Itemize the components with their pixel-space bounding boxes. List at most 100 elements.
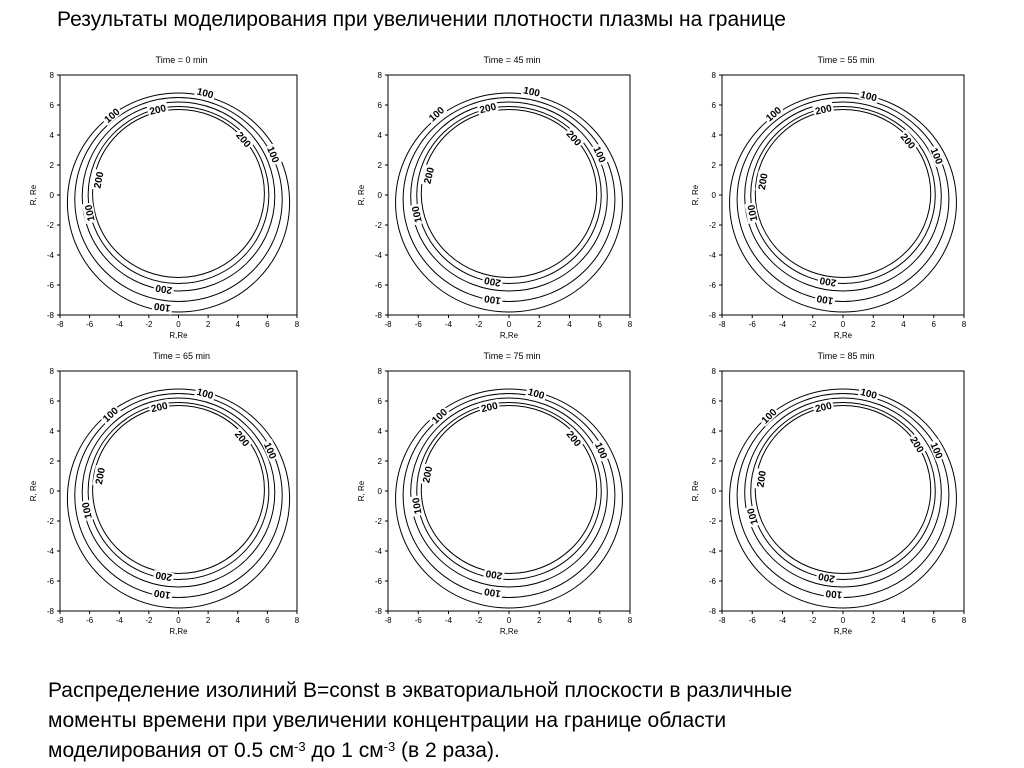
y-tick-label: -6 <box>375 577 383 586</box>
y-tick-label: 0 <box>378 191 383 200</box>
x-tick-label: 4 <box>567 616 572 625</box>
x-tick-label: 2 <box>537 616 542 625</box>
contour-label-bg <box>761 102 785 125</box>
y-tick-label: 8 <box>50 367 55 376</box>
contour-label: 200 <box>484 567 503 581</box>
contour-label: 100 <box>526 387 545 402</box>
y-tick-label: 4 <box>50 131 55 140</box>
y-tick-label: -8 <box>47 607 55 616</box>
contour-label-bg <box>815 571 838 586</box>
contour-line-4 <box>395 388 623 609</box>
y-tick-label: 0 <box>50 191 55 200</box>
contour-line-5 <box>92 109 265 278</box>
contour-label-bg <box>591 142 610 166</box>
x-tick-label: -4 <box>116 616 124 625</box>
contour-plots-grid: Time = 0 min -8 -6 -4 -2 0 2 4 6 8 -8 -6 -4 -2 0 2 4 6 8 R,… <box>29 55 967 636</box>
x-axis-label: R,Re <box>834 627 853 636</box>
contour-label-bg <box>92 465 107 487</box>
y-tick-label: -8 <box>47 311 55 320</box>
x-tick-label: 4 <box>236 320 241 329</box>
contour-line-1 <box>750 106 936 284</box>
y-axis-label: R, Re <box>29 480 38 501</box>
x-tick-label: -6 <box>415 616 423 625</box>
contour-label: 100 <box>83 203 97 222</box>
contour-label: 200 <box>479 102 498 117</box>
contour-label-bg <box>907 432 928 456</box>
contour-line-5 <box>420 405 598 574</box>
x-tick-label: 6 <box>598 320 603 329</box>
y-tick-label: 4 <box>712 427 717 436</box>
y-tick-label: 2 <box>378 457 383 466</box>
plot-frame <box>59 370 298 612</box>
contour-label: 100 <box>411 496 425 515</box>
y-tick-label: 8 <box>712 367 717 376</box>
contour-label: 200 <box>483 274 502 288</box>
contour-label: 200 <box>480 401 499 416</box>
contour-plot-2: Time = 45 min -8 -6 -4 -2 0 2 4 6 8 -8 -6 -4 -2 0 2 4 6 8 R… <box>357 55 633 340</box>
x-tick-label: -2 <box>809 616 817 625</box>
contour-label: 200 <box>154 282 173 296</box>
x-tick-label: 6 <box>598 616 603 625</box>
y-tick-label: -2 <box>375 221 383 230</box>
x-tick-label: 8 <box>962 616 967 625</box>
contour-label-bg <box>476 99 499 116</box>
contour-label-bg <box>592 438 611 462</box>
y-tick-label: -6 <box>375 281 383 290</box>
x-tick-label: 0 <box>507 616 512 625</box>
y-tick-label: 8 <box>712 71 717 80</box>
y-tick-label: 8 <box>378 71 383 80</box>
contour-line-5 <box>92 405 265 574</box>
contour-line-2 <box>744 101 942 292</box>
contour-label-bg <box>420 164 437 187</box>
contour-label-bg <box>78 499 94 522</box>
contour-label: 200 <box>94 467 108 486</box>
contour-label: 100 <box>195 387 214 402</box>
contour-label-bg <box>857 385 880 401</box>
x-tick-label: -4 <box>779 616 787 625</box>
plot-title: Time = 75 min <box>484 351 541 361</box>
contour-label-bg <box>928 144 947 168</box>
contour-line-4 <box>729 92 957 313</box>
plot-title: Time = 0 min <box>156 55 208 65</box>
y-tick-label: 6 <box>50 101 55 110</box>
contour-label: 100 <box>483 585 502 599</box>
x-tick-label: -4 <box>116 320 124 329</box>
contour-line-1 <box>750 402 936 580</box>
slide-caption: Распределение изолиний B=const в экватор… <box>48 676 1008 766</box>
caption-superscript-2: -3 <box>383 739 396 754</box>
plot-title: Time = 85 min <box>818 351 875 361</box>
contour-label-bg <box>743 505 760 528</box>
y-tick-label: 8 <box>378 367 383 376</box>
contour-label-bg <box>232 426 254 450</box>
y-axis-label: R, Re <box>357 184 366 205</box>
contour-label-bg <box>194 84 217 101</box>
contour-line-3 <box>736 97 950 302</box>
x-tick-label: 0 <box>841 320 846 329</box>
contour-label: 200 <box>814 103 833 118</box>
y-tick-label: 0 <box>712 487 717 496</box>
x-tick-label: 0 <box>841 616 846 625</box>
y-axis-label: R, Re <box>29 184 38 205</box>
x-tick-label: -8 <box>384 320 392 329</box>
x-tick-label: 4 <box>236 616 241 625</box>
y-tick-label: 4 <box>378 427 383 436</box>
contour-label-bg <box>146 101 169 117</box>
x-tick-label: 6 <box>265 320 270 329</box>
contour-line-2 <box>410 397 608 588</box>
contour-line-2 <box>744 397 942 588</box>
y-tick-label: -6 <box>47 577 55 586</box>
contour-label: 100 <box>153 300 172 313</box>
contour-label-bg <box>757 404 780 427</box>
y-tick-label: 4 <box>712 131 717 140</box>
x-tick-label: 2 <box>871 320 876 329</box>
contour-label: 100 <box>746 203 760 222</box>
x-tick-label: 2 <box>537 320 542 329</box>
contour-plot-1: Time = 0 min -8 -6 -4 -2 0 2 4 6 8 -8 -6 -4 -2 0 2 4 6 8 R,… <box>29 55 300 340</box>
x-tick-label: 2 <box>206 616 211 625</box>
x-tick-label: 0 <box>176 616 181 625</box>
contour-label: 100 <box>816 292 835 306</box>
contour-label: 100 <box>825 587 843 599</box>
contour-label: 200 <box>814 401 833 416</box>
x-tick-label: -6 <box>415 320 423 329</box>
plot-frame <box>387 370 631 612</box>
